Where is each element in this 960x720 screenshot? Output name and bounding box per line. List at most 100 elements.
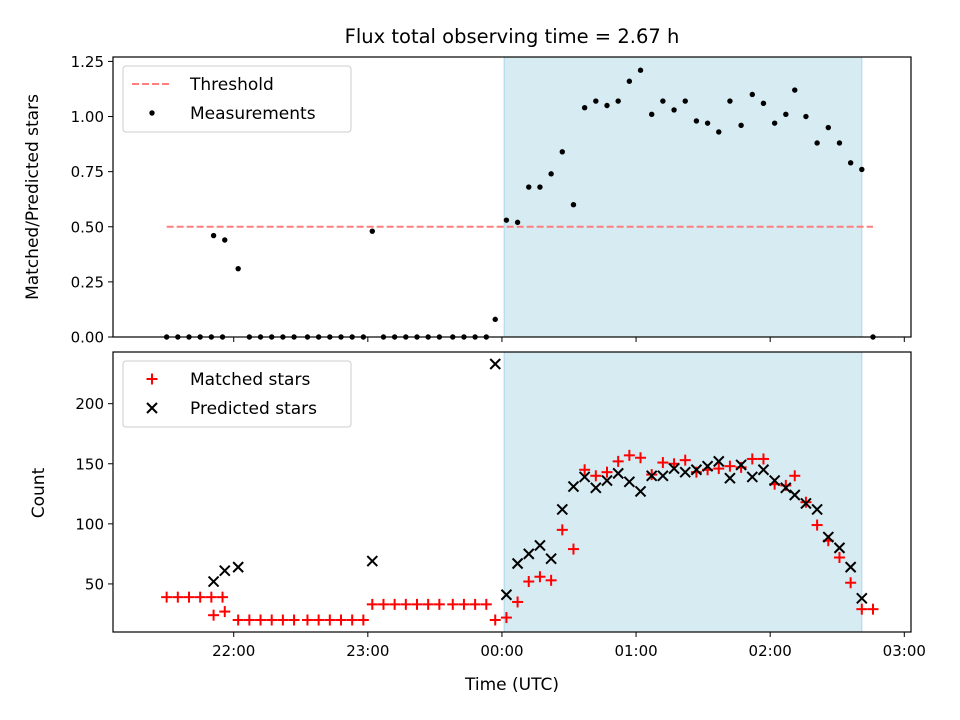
measurement-point xyxy=(548,171,554,177)
matched-star-point xyxy=(447,598,459,610)
measurement-point xyxy=(859,166,865,173)
legend-predicted-label: Predicted stars xyxy=(190,399,317,419)
predicted-star-point xyxy=(833,542,846,554)
matched-star-point xyxy=(746,453,758,465)
legend-box xyxy=(122,65,352,133)
measurement-point xyxy=(704,120,711,126)
predicted-star-point xyxy=(523,548,535,560)
matched-star-point xyxy=(232,614,244,626)
x-tick-label: 23:00 xyxy=(346,642,389,660)
matched-star-point xyxy=(512,596,524,608)
matched-star-point xyxy=(458,598,470,610)
matched-star-point xyxy=(217,591,229,603)
x-tick-label: 01:00 xyxy=(614,642,657,660)
matched-star-point xyxy=(288,614,300,626)
matched-star-point xyxy=(357,614,369,626)
matched-star-point xyxy=(194,591,206,603)
y-tick-label: 0.00 xyxy=(71,329,104,347)
matched-star-point xyxy=(219,606,231,618)
legend-box xyxy=(122,360,352,428)
measurement-point xyxy=(537,184,543,190)
matched-star-point xyxy=(579,464,591,476)
predicted-star-point xyxy=(634,485,647,498)
matched-star-point xyxy=(713,463,725,475)
measurement-point xyxy=(637,67,644,73)
measurement-point xyxy=(825,124,831,131)
x-tick-label: 02:00 xyxy=(749,642,792,660)
matched-star-point xyxy=(208,609,220,621)
predicted-star-point xyxy=(789,489,801,501)
measurement-point xyxy=(649,111,655,118)
y-tick-label: 0.50 xyxy=(71,218,104,236)
measurement-point xyxy=(693,118,700,124)
predicted-star-point xyxy=(590,482,602,494)
y-tick-label: 1.25 xyxy=(71,53,104,71)
matched-star-point xyxy=(545,574,557,586)
predicted-star-point xyxy=(534,539,546,552)
matched-star-point xyxy=(400,598,412,610)
matched-star-point xyxy=(489,614,501,626)
measurement-point xyxy=(660,98,666,104)
matched-star-point xyxy=(422,598,434,610)
matched-star-point xyxy=(845,577,857,589)
matched-star-point xyxy=(324,614,336,626)
measurement-point xyxy=(814,140,820,146)
measurement-point xyxy=(222,237,228,243)
matched-star-point xyxy=(313,614,325,626)
measurement-point xyxy=(581,105,588,111)
matched-star-point xyxy=(679,454,691,466)
predicted-star-point xyxy=(780,482,792,494)
predicted-star-point xyxy=(366,555,379,567)
matched-star-point xyxy=(724,460,736,472)
measurement-point xyxy=(210,232,217,239)
measurement-point xyxy=(492,316,498,323)
measurement-point xyxy=(783,111,789,118)
measurement-point xyxy=(716,129,722,135)
predicted-star-point xyxy=(612,467,624,480)
matched-star-point xyxy=(469,598,481,610)
bottom-y-axis-label: Count xyxy=(29,467,49,518)
matched-star-point xyxy=(635,452,647,464)
predicted-star-point xyxy=(511,557,524,570)
predicted-star-point xyxy=(657,470,669,482)
axes-frame xyxy=(112,351,912,633)
measurement-point xyxy=(682,98,688,104)
matched-star-point xyxy=(480,598,492,610)
predicted-star-point xyxy=(489,358,501,370)
matched-star-point xyxy=(757,453,769,465)
predicted-star-point xyxy=(668,462,680,475)
matched-star-point xyxy=(833,551,845,563)
predicted-star-point xyxy=(207,575,220,588)
predicted-star-point xyxy=(768,474,781,487)
matched-star-point xyxy=(433,598,445,610)
legend-matched-label: Matched stars xyxy=(190,370,310,390)
measurement-point xyxy=(615,98,621,104)
measurement-point xyxy=(593,98,599,104)
matched-star-point xyxy=(856,603,868,615)
predicted-star-point xyxy=(844,561,857,573)
predicted-star-point xyxy=(811,503,823,516)
axes-frame xyxy=(112,56,912,338)
y-tick-label: 150 xyxy=(75,455,104,473)
y-tick-label: 0.75 xyxy=(71,163,104,181)
matched-star-point xyxy=(172,591,184,603)
legend-predicted-swatch xyxy=(146,402,158,414)
matched-star-point xyxy=(366,598,378,610)
predicted-star-point xyxy=(578,471,591,483)
matched-star-point xyxy=(183,591,195,603)
predicted-star-point xyxy=(701,460,714,472)
y-tick-label: 0.25 xyxy=(71,273,104,291)
predicted-star-point xyxy=(746,471,759,483)
measurement-point xyxy=(847,160,854,166)
matched-star-point xyxy=(277,614,289,626)
x-tick-label: 22:00 xyxy=(212,642,255,660)
measurement-point xyxy=(570,202,577,208)
legend-threshold-label: Threshold xyxy=(189,75,274,95)
matched-star-point xyxy=(161,591,173,603)
predicted-star-point xyxy=(724,472,736,484)
observing-span xyxy=(503,351,863,633)
y-tick-label: 1.00 xyxy=(71,108,104,126)
y-tick-label: 50 xyxy=(85,575,104,593)
chart-title: Flux total observing time = 2.67 h xyxy=(345,25,680,48)
